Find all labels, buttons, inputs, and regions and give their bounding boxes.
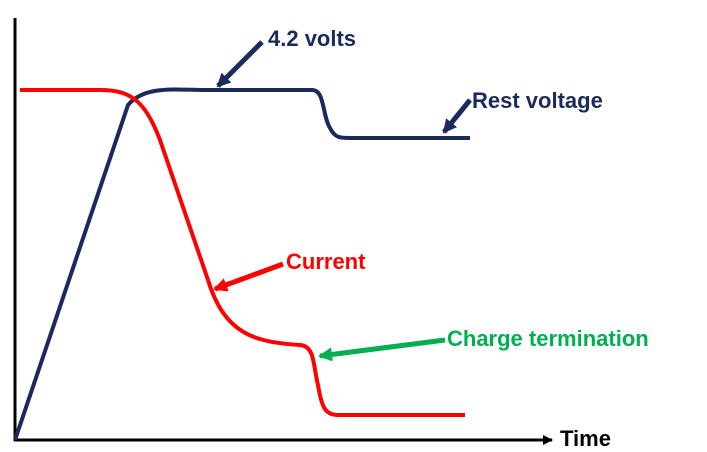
callout-arrow xyxy=(442,98,472,134)
callout-arrow xyxy=(216,40,264,88)
callout-arrow xyxy=(213,261,284,292)
callout-arrow xyxy=(318,337,446,362)
x-axis-label: Time xyxy=(560,426,611,451)
current-curve xyxy=(20,88,465,417)
charge-termination-label: Charge termination xyxy=(447,326,649,351)
voltage-curve xyxy=(13,87,470,441)
voltage-peak-label: 4.2 volts xyxy=(268,26,356,51)
rest-voltage-label: Rest voltage xyxy=(472,88,603,113)
current-label: Current xyxy=(286,249,366,274)
